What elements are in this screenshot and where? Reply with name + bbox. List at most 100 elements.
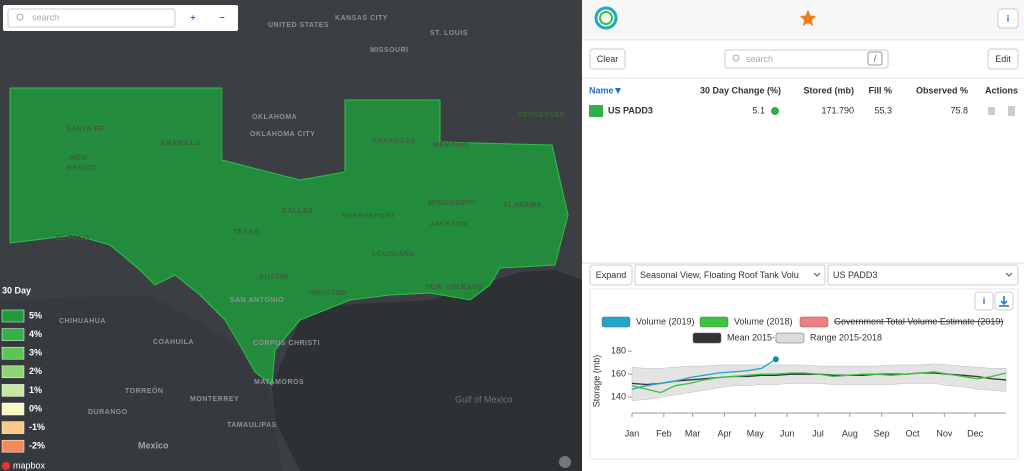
padd3-region[interactable]	[9, 87, 569, 386]
chevron	[813, 272, 821, 277]
download-icon	[999, 296, 1009, 307]
x-tick-label: Mar	[685, 428, 701, 438]
legend-label[interactable]: Range 2015-2018	[810, 332, 882, 342]
latest-point	[772, 356, 779, 363]
place-label: CORPUS CHRISTI	[253, 340, 320, 347]
x-tick-label: Dec	[967, 428, 984, 438]
place-label: EL PASO	[56, 235, 90, 242]
seasonal-chart: Volume (2019) Volume (2018) Government Tot…	[591, 316, 1007, 438]
place-label: SHREVEPORT	[342, 213, 395, 220]
gulf	[272, 270, 582, 471]
place-label: UNITED STATES	[268, 22, 329, 29]
map-search[interactable]	[7, 8, 176, 28]
chart-info-label: i	[983, 296, 986, 306]
legend-label[interactable]: Volume (2018)	[734, 316, 793, 326]
legend-title: 30 Day	[2, 285, 31, 295]
map-info[interactable]	[559, 456, 571, 468]
legend-swatch[interactable]	[692, 332, 722, 344]
row-change: 5.1	[752, 105, 765, 115]
download-action[interactable]	[988, 107, 995, 115]
place-label: MISSISSIPPI	[428, 200, 475, 207]
search-icon	[732, 54, 740, 62]
legend-swatch[interactable]	[601, 316, 631, 328]
series-line	[631, 358, 777, 390]
logo-inner	[599, 11, 613, 25]
favorite-star[interactable]	[800, 10, 816, 26]
x-tick-label: Jun	[780, 428, 795, 438]
column-header[interactable]: Stored (mb)	[804, 85, 855, 95]
place-label: TENNESSEE	[518, 112, 565, 119]
legend-label: 0%	[29, 403, 42, 413]
place-label: AUSTIN	[259, 274, 288, 281]
edit-label: Edit	[995, 54, 1011, 64]
place-label: DALLAS	[282, 208, 313, 215]
mexico-land	[0, 295, 282, 471]
legend-swatch	[1, 365, 25, 379]
view-select[interactable]	[634, 264, 826, 286]
column-header[interactable]: Observed %	[916, 85, 968, 95]
place-label: COAHUILA	[153, 339, 194, 346]
info-button[interactable]	[997, 8, 1019, 29]
place-label: HOUSTON	[309, 290, 347, 297]
row-swatch	[589, 105, 603, 117]
search-placeholder: search	[32, 12, 59, 22]
delete-action[interactable]	[1008, 106, 1015, 116]
country-label: Mexico	[138, 440, 169, 450]
zoom-out[interactable]: −	[219, 12, 224, 22]
legend-swatch[interactable]	[699, 316, 729, 328]
state-borders	[149, 88, 496, 290]
x-tick-label: Feb	[656, 428, 672, 438]
row-stored: 171.790	[821, 105, 854, 115]
search-icon	[16, 13, 24, 21]
legend-label: 4%	[29, 329, 42, 339]
region-select-label: US PADD3	[833, 270, 877, 280]
x-tick-label: Apr	[717, 428, 731, 438]
row-name[interactable]: US PADD3	[608, 105, 653, 115]
place-label: MEXICO	[66, 165, 97, 172]
info-label: i	[1007, 13, 1010, 23]
sort-icon	[615, 88, 621, 94]
x-tick-label: Oct	[905, 428, 920, 438]
clear-label: Clear	[597, 54, 619, 64]
place-label: LOUISIANA	[372, 251, 415, 258]
legend-label[interactable]: Volume (2019)	[636, 316, 695, 326]
x-tick-label: Jul	[812, 428, 824, 438]
legend-label: -2%	[29, 441, 45, 451]
place-label: TORREÓN	[125, 386, 163, 395]
mapbox-logo	[2, 462, 10, 470]
place-label: ST. LOUIS	[430, 30, 468, 37]
column-header[interactable]: Fill %	[868, 85, 892, 95]
attribution[interactable]: mapbox	[13, 460, 46, 470]
chart-info[interactable]	[974, 291, 994, 311]
place-label: NEW	[70, 155, 88, 162]
legend-swatch	[1, 328, 25, 341]
legend-label: -1%	[29, 422, 45, 432]
panel-search[interactable]	[724, 49, 889, 69]
clear-button[interactable]	[589, 48, 626, 70]
legend-swatch	[1, 439, 25, 453]
column-header[interactable]: Name	[589, 85, 614, 95]
panel-search-placeholder: search	[746, 54, 773, 64]
legend-label[interactable]: Mean 2015-2018	[727, 332, 795, 342]
legend-swatch[interactable]	[775, 332, 805, 344]
place-label: CHIHUAHUA	[59, 318, 106, 325]
expand-button[interactable]	[589, 264, 633, 286]
legend-label: 1%	[29, 385, 42, 395]
edit-button[interactable]	[987, 48, 1019, 70]
search-key-label: /	[874, 53, 877, 63]
legend-swatch[interactable]	[799, 316, 829, 328]
up-icon	[771, 107, 779, 115]
column-header[interactable]: Actions	[985, 85, 1018, 95]
place-label: DURANGO	[88, 409, 128, 416]
region-select[interactable]	[827, 264, 1019, 286]
y-tick-label: 180	[611, 346, 626, 356]
search-key	[867, 51, 883, 66]
place-label: JACKSON	[430, 221, 468, 228]
column-header[interactable]: 30 Day Change (%)	[700, 85, 781, 95]
legend-swatch	[1, 402, 25, 416]
legend-label[interactable]: Government Total Volume Estimate (2019)	[834, 316, 1003, 326]
zoom-in[interactable]: +	[190, 12, 195, 22]
place-label: TEXAS	[233, 229, 259, 236]
legend-swatch	[1, 346, 25, 360]
